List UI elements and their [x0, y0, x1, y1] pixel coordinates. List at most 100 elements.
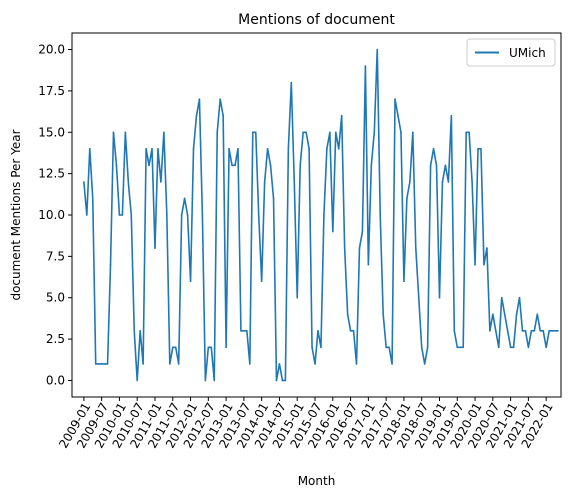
- y-axis-title: document Mentions Per Year: [9, 129, 23, 300]
- data-point: [370, 164, 373, 167]
- data-point: [337, 148, 340, 150]
- axes-frame: [71, 32, 562, 398]
- y-tick-label: 20.0: [38, 43, 65, 57]
- data-point: [192, 148, 195, 150]
- data-point: [287, 148, 290, 150]
- data-point: [533, 330, 536, 332]
- data-point: [210, 346, 213, 349]
- data-point: [198, 98, 201, 100]
- data-point: [429, 164, 432, 167]
- data-point: [358, 247, 361, 249]
- data-point: [133, 330, 136, 332]
- data-point: [216, 131, 219, 134]
- y-tick-label: 0.0: [46, 373, 65, 387]
- data-point: [115, 164, 118, 167]
- data-point: [118, 214, 121, 216]
- data-point: [355, 363, 358, 365]
- data-point: [186, 214, 189, 216]
- data-point: [275, 379, 278, 382]
- data-point: [163, 131, 165, 134]
- data-point: [524, 330, 527, 332]
- data-point: [127, 181, 130, 183]
- data-point: [228, 148, 230, 150]
- data-point: [343, 247, 346, 249]
- data-point: [545, 346, 547, 349]
- data-point: [189, 280, 192, 282]
- data-point: [441, 181, 444, 183]
- data-point: [444, 164, 447, 167]
- data-point: [527, 346, 530, 349]
- data-point: [391, 363, 393, 365]
- data-point: [260, 280, 263, 282]
- data-point: [414, 247, 417, 249]
- data-point: [243, 330, 245, 332]
- data-point: [251, 131, 254, 134]
- data-point: [506, 330, 509, 332]
- data-point: [100, 363, 103, 365]
- data-point: [483, 263, 485, 266]
- data-point: [94, 363, 97, 365]
- data-point: [326, 148, 328, 150]
- data-point: [139, 330, 141, 332]
- data-point: [171, 346, 174, 349]
- data-point: [249, 363, 251, 365]
- data-point: [207, 346, 210, 349]
- data-point: [477, 148, 479, 150]
- data-point: [536, 313, 539, 316]
- data-point: [121, 214, 124, 216]
- data-point: [492, 313, 494, 316]
- data-point: [515, 313, 518, 316]
- data-point: [465, 131, 467, 134]
- data-point: [456, 346, 459, 349]
- data-point: [417, 296, 420, 299]
- data-point: [512, 346, 515, 349]
- data-point: [148, 164, 150, 167]
- data-point: [400, 131, 402, 134]
- data-point: [412, 131, 414, 134]
- data-point: [385, 346, 387, 349]
- data-point: [332, 230, 334, 233]
- data-point: [489, 330, 491, 332]
- y-tick-label: 5.0: [46, 291, 65, 305]
- y-tick-label: 7.5: [46, 249, 65, 263]
- data-point: [542, 330, 545, 332]
- data-point: [225, 346, 227, 349]
- data-point: [302, 131, 304, 134]
- data-point: [486, 247, 488, 249]
- data-point: [474, 263, 476, 266]
- data-point: [219, 98, 221, 100]
- data-point: [142, 363, 144, 365]
- data-point: [106, 363, 109, 365]
- data-point: [299, 164, 302, 167]
- data-point: [88, 148, 91, 150]
- data-point: [254, 131, 257, 134]
- y-tick-label: 15.0: [38, 125, 65, 139]
- data-point: [154, 247, 156, 249]
- data-point: [222, 114, 224, 117]
- data-point: [367, 263, 370, 266]
- data-point: [109, 263, 112, 266]
- data-point: [166, 214, 168, 216]
- data-point: [373, 131, 376, 134]
- data-point: [462, 346, 465, 349]
- data-point: [136, 379, 138, 382]
- data-point: [257, 214, 260, 216]
- data-point: [459, 346, 462, 349]
- data-point: [293, 181, 296, 183]
- data-point: [426, 346, 429, 349]
- data-point: [183, 197, 186, 200]
- y-tick-label: 12.5: [38, 167, 65, 181]
- data-point: [281, 379, 284, 382]
- data-point: [361, 230, 364, 233]
- data-point: [103, 363, 106, 365]
- data-point: [334, 131, 337, 134]
- data-point: [364, 65, 367, 67]
- data-point: [91, 197, 94, 200]
- data-point: [432, 148, 435, 150]
- data-point: [554, 330, 556, 332]
- data-point: [174, 346, 177, 349]
- data-point: [240, 330, 242, 332]
- legend-entry-umich: UMich: [509, 46, 546, 60]
- data-point: [320, 346, 322, 349]
